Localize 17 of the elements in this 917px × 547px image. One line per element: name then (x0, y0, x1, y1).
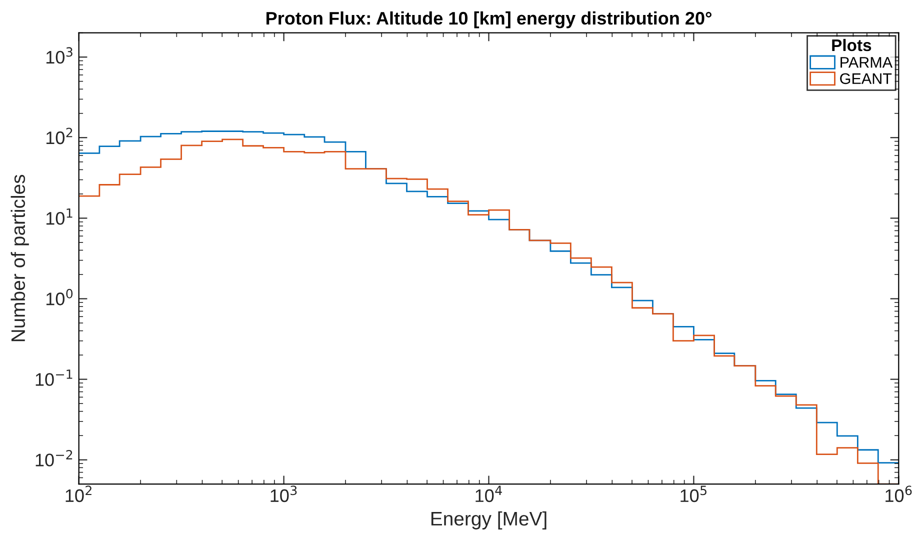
legend-label: PARMA (840, 57, 893, 68)
chart-title: Proton Flux: Altitude 10 [km] energy distribution 20° (266, 11, 712, 28)
x-tick-label: 10$^{3}$ (270, 486, 297, 502)
x-tick-label: 10$^{4}$ (476, 486, 502, 502)
legend-label: GEANT (840, 73, 892, 84)
y-tick-label: 10$^{3}$ (46, 47, 72, 64)
y-axis-title: Number of particles (10, 174, 29, 342)
y-tick-label: 10$^{2}$ (46, 128, 72, 144)
x-tick-label: 10$^{5}$ (680, 486, 706, 502)
x-axis-title: Energy [MeV] (431, 511, 546, 530)
y-tick-label: 10$^{−1}$ (36, 370, 72, 386)
y-tick-label: 10$^{1}$ (46, 208, 72, 225)
x-tick-label: 10$^{6}$ (886, 486, 912, 502)
y-tick-label: 10$^{−2}$ (36, 450, 72, 466)
y-tick-label: 10$^{0}$ (46, 288, 73, 306)
x-tick-label: 10$^{2}$ (66, 486, 92, 502)
legend-title: Plots (832, 38, 872, 52)
